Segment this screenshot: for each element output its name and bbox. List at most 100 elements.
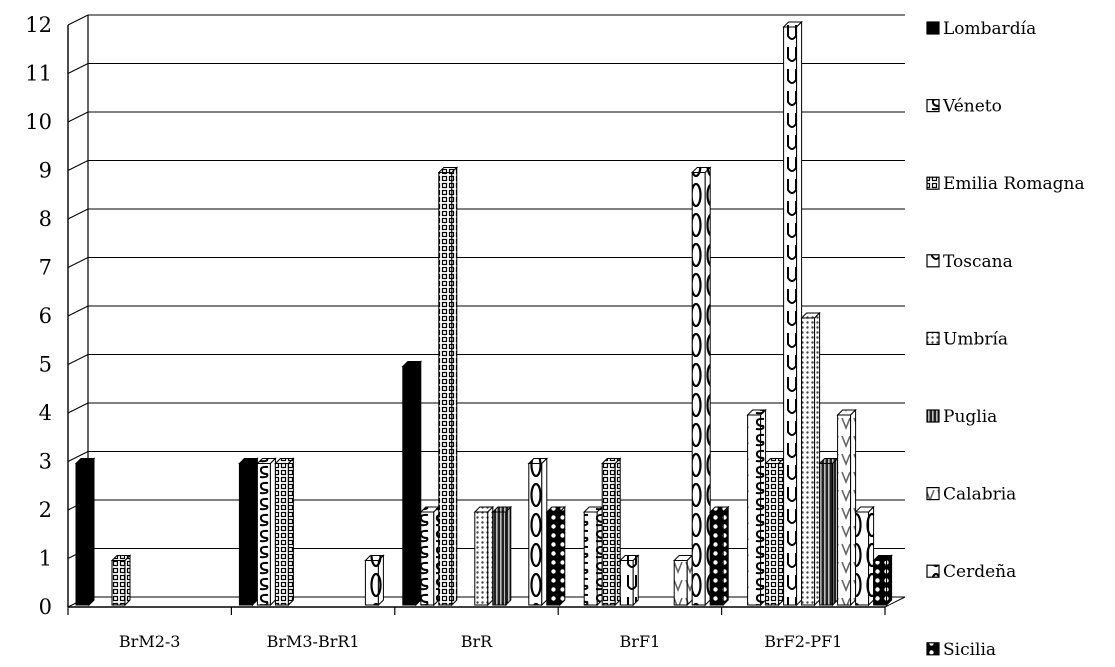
category-label: BrF1 xyxy=(620,632,661,651)
bar-grid xyxy=(274,463,289,606)
bar-u-shapes xyxy=(783,26,798,606)
legend-swatch xyxy=(926,564,940,578)
bar-side xyxy=(850,408,857,607)
legend-label: Puglia xyxy=(943,407,997,427)
bar-side xyxy=(251,457,258,607)
bar-side xyxy=(88,457,95,607)
bar-s-shapes xyxy=(583,511,598,606)
bar-o-shapes xyxy=(364,560,379,606)
bar-solid xyxy=(402,366,417,606)
bar-side xyxy=(778,457,785,607)
bar-dots xyxy=(474,511,489,606)
bar-side xyxy=(505,505,512,607)
bar-side xyxy=(487,505,494,607)
category-label: BrF2-PF1 xyxy=(764,632,842,651)
bar-v-shapes xyxy=(837,414,852,606)
bar-white-dots xyxy=(873,560,888,606)
category-label: BrM2-3 xyxy=(119,632,181,651)
bar-o-shapes xyxy=(691,172,706,606)
bar-side xyxy=(614,457,621,607)
bar-side xyxy=(124,554,131,607)
y-tick-label: 5 xyxy=(39,353,52,377)
bar-side xyxy=(451,166,458,607)
bar-s-shapes xyxy=(256,463,271,606)
side-wall-gridline xyxy=(67,354,89,365)
y-tick-label: 11 xyxy=(25,62,52,86)
side-wall-gridline xyxy=(67,63,89,74)
bar-o-shapes xyxy=(528,463,543,606)
legend-label: Véneto xyxy=(942,97,1002,117)
y-tick-label: 1 xyxy=(39,547,52,571)
bar-side xyxy=(796,20,803,607)
legend-swatch xyxy=(926,21,940,35)
side-wall-gridline xyxy=(67,208,89,220)
side-wall-gridline xyxy=(67,14,89,26)
category-label: BrR xyxy=(461,632,493,651)
bar-s-shapes xyxy=(420,511,435,606)
bar-side xyxy=(559,505,566,607)
legend-swatch xyxy=(926,642,940,656)
bar-side xyxy=(269,457,276,607)
bar-dots xyxy=(801,317,816,606)
bar-u-shapes xyxy=(619,560,634,606)
legend-label: Emilia Romagna xyxy=(943,174,1085,194)
bar-side xyxy=(632,554,639,607)
bar-side xyxy=(760,408,767,607)
legend-swatch xyxy=(926,254,940,268)
bar-side xyxy=(814,311,821,607)
y-tick-label: 3 xyxy=(39,450,52,474)
legend-label: Cerdeña xyxy=(943,562,1016,582)
bar-side xyxy=(704,166,711,607)
bar-grid xyxy=(765,463,780,606)
y-tick-label: 4 xyxy=(39,401,52,425)
y-tick-label: 12 xyxy=(25,13,52,37)
bar-solid xyxy=(75,463,90,606)
bar-white-dots xyxy=(546,511,561,606)
bar-grid xyxy=(601,463,616,606)
legend-swatch xyxy=(926,331,940,345)
bar-side xyxy=(415,360,422,607)
y-tick-label: 9 xyxy=(39,159,52,183)
y-tick-label: 0 xyxy=(39,595,52,619)
side-wall-gridline xyxy=(67,160,89,171)
legend-swatch xyxy=(926,176,940,190)
floor-right-edge xyxy=(884,596,906,608)
side-wall-gridline xyxy=(67,257,89,268)
bar-s-shapes xyxy=(747,414,762,606)
bar-side xyxy=(377,554,384,607)
side-wall-gridline xyxy=(67,305,89,317)
side-wall-gridline xyxy=(67,451,89,462)
bar-side xyxy=(433,505,440,607)
bar-side xyxy=(287,457,294,607)
legend-swatch xyxy=(926,98,940,113)
bar-grid xyxy=(438,172,453,606)
bar-grid xyxy=(111,560,126,606)
bar-o-shapes xyxy=(855,511,870,606)
y-tick-label: 6 xyxy=(39,304,52,328)
legend-swatch xyxy=(926,409,940,423)
bar-side xyxy=(596,505,603,607)
bar-solid xyxy=(238,463,253,606)
bar-vertical-stripes xyxy=(819,463,834,606)
bar-side xyxy=(686,554,693,607)
y-tick-label: 10 xyxy=(25,110,52,134)
legend-label: Calabria xyxy=(943,485,1016,505)
legend-swatch xyxy=(926,487,940,501)
bar-side xyxy=(541,457,548,607)
y-tick-label: 8 xyxy=(39,207,52,231)
y-tick-label: 7 xyxy=(39,256,52,280)
side-wall-gridline xyxy=(67,402,89,414)
y-tick-label: 2 xyxy=(39,498,52,522)
legend-label: Sicilia xyxy=(943,640,996,660)
bar-side xyxy=(722,505,729,607)
legend-label: Toscana xyxy=(943,252,1013,272)
bar-vertical-stripes xyxy=(492,511,507,606)
bar-side xyxy=(868,505,875,607)
bar-side xyxy=(886,554,893,607)
bar-side xyxy=(832,457,839,607)
bar-white-dots xyxy=(709,511,724,606)
legend-label: Umbría xyxy=(943,329,1008,349)
side-wall-gridline xyxy=(67,111,89,123)
bar-v-shapes xyxy=(673,560,688,606)
